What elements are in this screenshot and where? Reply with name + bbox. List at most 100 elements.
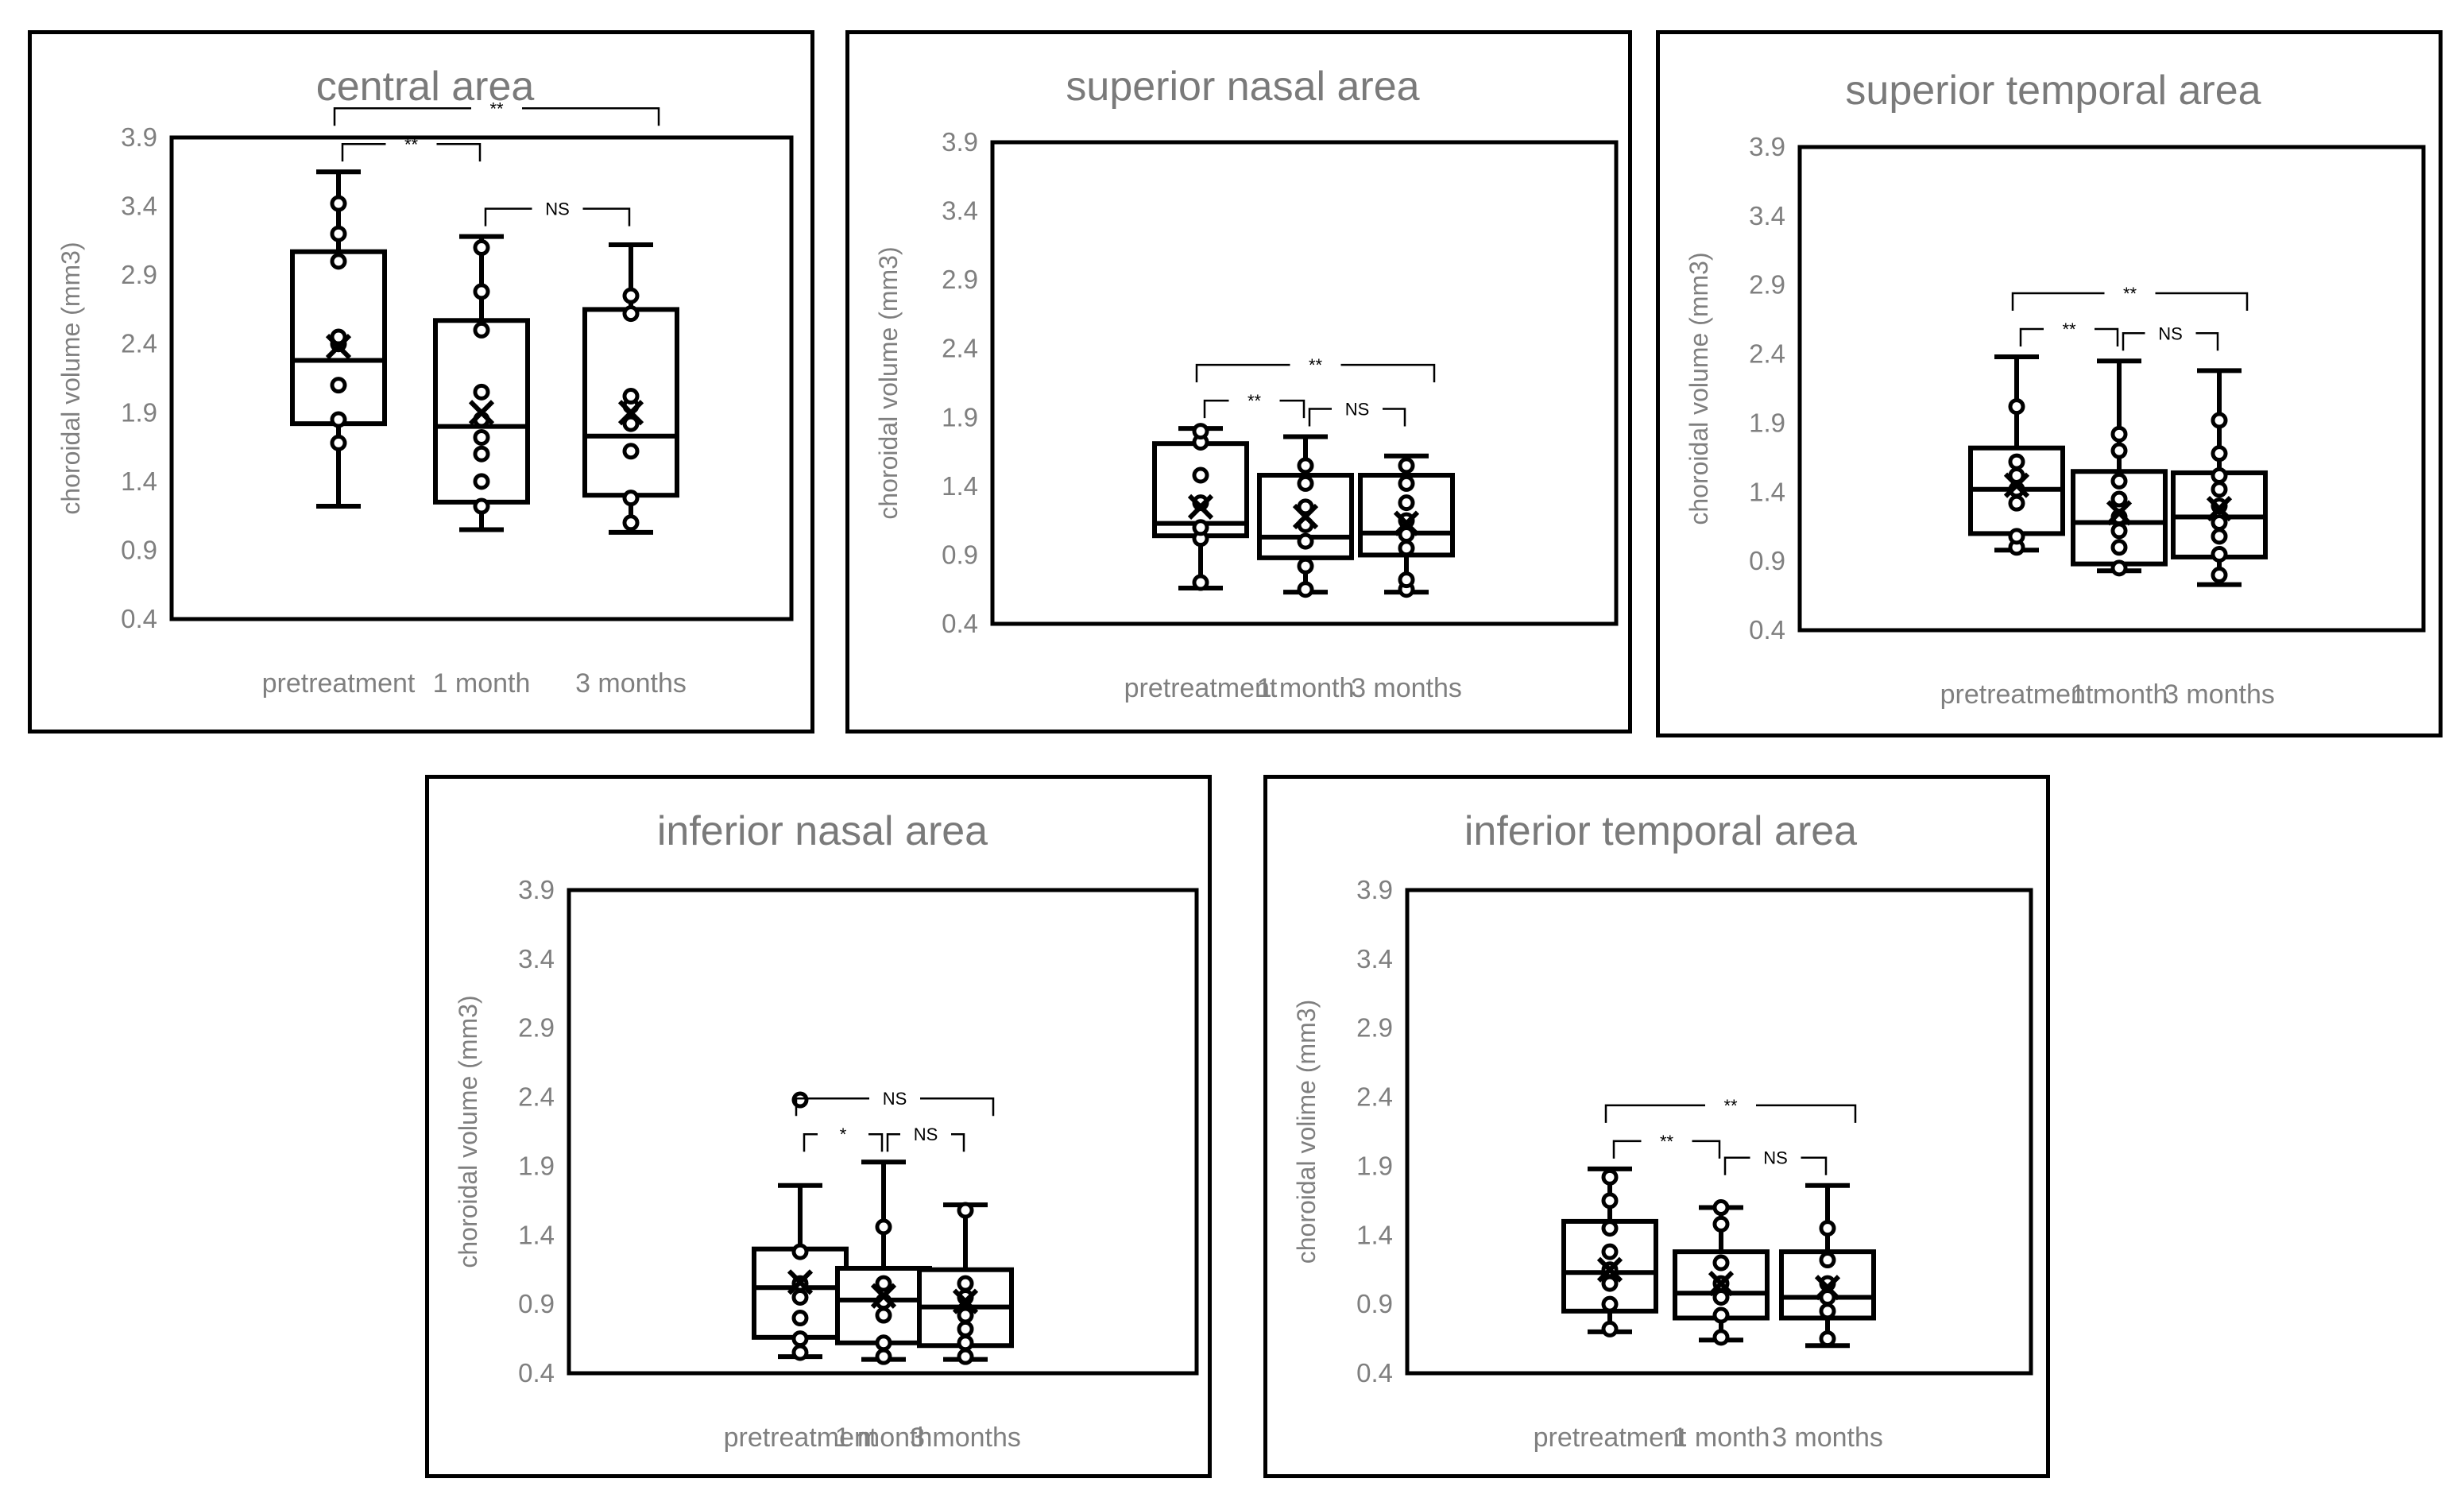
data-point <box>330 253 347 270</box>
data-point <box>1297 557 1314 575</box>
significance-bracket: ** <box>1203 391 1305 419</box>
y-axis-label: choroidal volume (mm3) <box>56 242 85 514</box>
y-tick-label: 3.4 <box>121 192 157 221</box>
y-tick-label: 3.9 <box>942 127 978 157</box>
data-point <box>875 1306 892 1324</box>
data-point <box>622 514 640 532</box>
significance-label: NS <box>1345 400 1370 420</box>
y-tick-label: 2.4 <box>518 1082 555 1112</box>
chart-title: inferior temporal area <box>1464 808 1857 854</box>
mean-marker <box>1292 503 1319 530</box>
data-point <box>2211 567 2228 584</box>
significance-bracket: ** <box>2011 284 2249 312</box>
y-tick-label: 1.9 <box>942 402 978 432</box>
x-category-label: 1 month <box>835 1423 933 1453</box>
significance-label: NS <box>914 1124 938 1144</box>
bracket-line <box>522 107 660 126</box>
data-point <box>473 428 490 446</box>
data-point <box>1601 1220 1619 1237</box>
y-tick-label: 0.9 <box>121 535 157 564</box>
data-point <box>1712 1288 1730 1306</box>
x-category-label: pretreatment <box>724 1423 877 1453</box>
x-category-label: 1 month <box>2071 679 2168 710</box>
data-point <box>1712 1329 1730 1346</box>
significance-bracket: NS <box>1723 1148 1828 1175</box>
data-point <box>1712 1199 1730 1217</box>
box-pretreatment <box>1561 1166 1658 1337</box>
mean-marker <box>1596 1256 1623 1283</box>
x-category-label: 1 month <box>433 668 531 699</box>
bracket-line <box>2122 332 2145 351</box>
data-point <box>957 1275 974 1292</box>
x-category-label: 1 month <box>1257 673 1355 703</box>
significance-bracket: NS <box>484 199 631 226</box>
data-point <box>330 411 347 428</box>
data-point <box>1398 571 1415 589</box>
data-point <box>2211 545 2228 563</box>
data-point <box>2008 494 2025 512</box>
data-point <box>473 497 490 515</box>
significance-label: NS <box>883 1089 907 1109</box>
chart-superior-nasal-area: superior nasal area 0.4 0.9 1.4 1.9 2.4 2.9 3.4… <box>874 64 1619 703</box>
box-pretreatment <box>1152 423 1249 591</box>
data-point <box>957 1348 974 1365</box>
bracket-line <box>1383 408 1406 427</box>
bracket-line <box>868 1132 884 1152</box>
data-point <box>791 1330 809 1348</box>
y-tick-label: 0.4 <box>121 604 157 633</box>
bracket-line <box>1203 399 1229 419</box>
chart-panel-inferior-temporal: inferior temporal area 0.4 0.9 1.4 1.9 2.4 2.9… <box>1263 775 2050 1478</box>
significance-label: ** <box>2123 284 2137 304</box>
chart-panel-central: central area 0.4 0.9 1.4 1.9 2.4 2.9 3.4 3.9 chor… <box>28 30 814 734</box>
box-1-month <box>2071 358 2168 577</box>
x-category-label: pretreatment <box>262 668 416 699</box>
data-point <box>622 490 640 507</box>
data-point <box>1192 519 1209 536</box>
chart-title: central area <box>316 64 535 110</box>
y-axis-label: choroidal volime (mm3) <box>1292 1000 1321 1264</box>
data-point <box>1601 1320 1619 1337</box>
data-point <box>2110 559 2128 577</box>
box-3-months <box>2171 368 2268 587</box>
bracket-line <box>795 1097 869 1117</box>
y-tick-label: 0.4 <box>518 1358 555 1388</box>
data-point <box>791 1243 809 1260</box>
y-tick-label: 0.4 <box>1356 1358 1393 1388</box>
y-axis-label: choroidal volume (mm3) <box>1685 252 1713 524</box>
significance-bracket: ** <box>1195 355 1436 383</box>
data-point <box>875 1218 892 1236</box>
data-point <box>330 377 347 394</box>
y-tick-label: 0.9 <box>942 540 978 569</box>
chart-panel-superior-nasal: superior nasal area 0.4 0.9 1.4 1.9 2.4 2.9 3.4… <box>845 30 1632 734</box>
data-point <box>622 305 640 323</box>
data-point <box>791 1288 809 1306</box>
y-tick-label: 1.4 <box>1749 477 1785 506</box>
data-point <box>1398 494 1415 512</box>
significance-bracket: ** <box>1604 1096 1857 1123</box>
box-3-months <box>917 1202 1014 1365</box>
significance-label: ** <box>1660 1132 1674 1152</box>
box-1-month <box>433 234 530 532</box>
data-point <box>2110 490 2128 508</box>
data-point <box>1819 1220 1836 1237</box>
bracket-line <box>582 207 631 226</box>
x-category-label: pretreatment <box>1124 673 1278 703</box>
mean-marker <box>2206 496 2233 522</box>
data-point <box>2110 442 2128 459</box>
chart-panel-inferior-nasal: inferior nasal area 0.4 0.9 1.4 1.9 2.4 2.9 3.4… <box>425 775 1212 1478</box>
mean-marker <box>1393 510 1420 536</box>
data-point <box>622 287 640 304</box>
box-1-month <box>1257 434 1354 598</box>
significance-bracket: NS <box>1308 400 1406 427</box>
data-point <box>473 239 490 257</box>
data-point <box>2008 453 2025 470</box>
data-point <box>2211 412 2228 429</box>
bracket-line <box>1801 1156 1828 1175</box>
plot-area-frame <box>990 140 1619 626</box>
box-pretreatment <box>752 1091 849 1361</box>
data-point <box>957 1202 974 1219</box>
bracket-line <box>1756 1104 1857 1123</box>
y-tick-label: 1.9 <box>1749 408 1785 437</box>
y-tick-label: 1.9 <box>121 397 157 427</box>
data-point <box>2008 528 2025 545</box>
